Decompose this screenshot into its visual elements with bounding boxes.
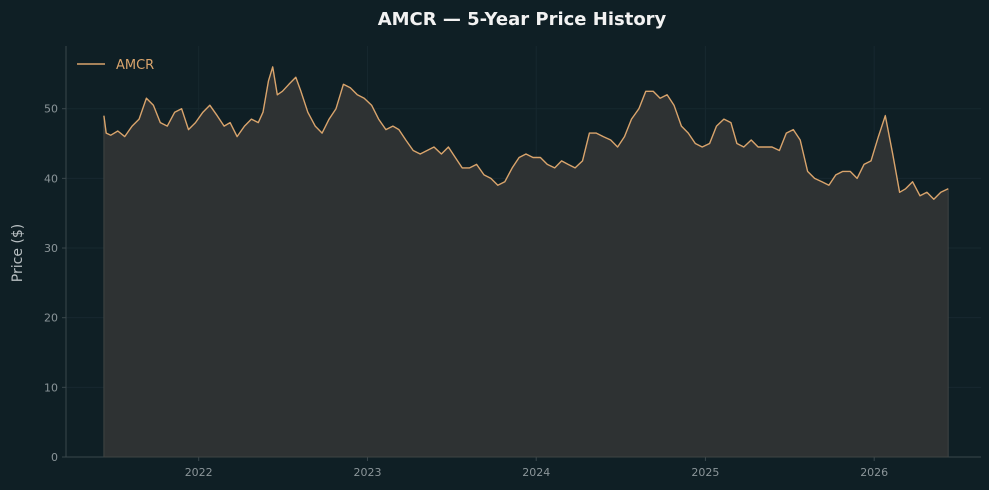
chart-title: AMCR — 5-Year Price History <box>378 9 667 30</box>
tick-labels: 0 10 20 30 40 50 2022 2023 2024 2025 2026 <box>44 103 888 479</box>
y-tick-label: 20 <box>44 312 58 325</box>
y-tick-label: 50 <box>44 103 58 116</box>
price-area-fill <box>103 66 949 458</box>
x-tick-label: 2024 <box>522 466 550 479</box>
legend-label-amcr: AMCR <box>116 58 154 73</box>
x-tick-label: 2022 <box>185 466 213 479</box>
series-layer <box>103 66 949 458</box>
x-tick-label: 2026 <box>860 466 888 479</box>
y-axis-label: Price ($) <box>10 224 26 282</box>
x-tick-label: 2025 <box>691 466 719 479</box>
y-tick-label: 10 <box>44 381 58 394</box>
y-tick-label: 40 <box>44 172 58 185</box>
price-line-amcr <box>103 66 949 200</box>
legend: AMCR <box>77 58 154 73</box>
y-tick-label: 0 <box>51 451 58 464</box>
y-tick-label: 30 <box>44 242 58 255</box>
x-tick-label: 2023 <box>353 466 381 479</box>
